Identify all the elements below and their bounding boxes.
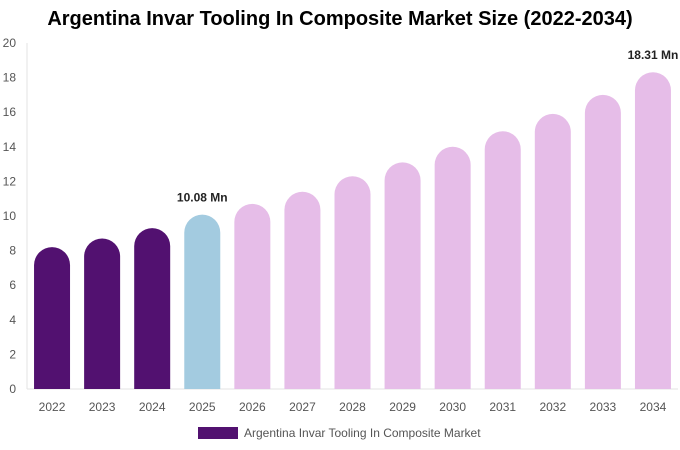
- x-tick-label: 2029: [389, 400, 416, 414]
- y-tick-label: 20: [3, 36, 17, 50]
- bar-2031: [484, 131, 521, 390]
- bar-2024: [134, 228, 171, 389]
- bar-2023: [84, 238, 121, 389]
- x-tick-label: 2022: [39, 400, 66, 414]
- y-tick-label: 12: [3, 174, 17, 188]
- x-tick-label: 2030: [439, 400, 466, 414]
- y-tick-label: 16: [3, 105, 17, 119]
- bar-2033: [584, 94, 621, 389]
- data-label-2025: 10.08 Mn: [177, 191, 228, 205]
- x-tick-label: 2023: [89, 400, 116, 414]
- chart-title: Argentina Invar Tooling In Composite Mar…: [47, 8, 633, 30]
- bar-2028: [334, 176, 371, 389]
- x-tick-label: 2025: [189, 400, 216, 414]
- y-tick-label: 6: [9, 278, 16, 292]
- bar-2032: [534, 113, 571, 389]
- x-tick-label: 2034: [640, 400, 667, 414]
- y-tick-label: 10: [3, 209, 17, 223]
- bar-2030: [434, 146, 471, 389]
- bar-2026: [234, 203, 271, 389]
- data-label-2034: 18.31 Mn: [628, 48, 679, 62]
- y-tick-label: 8: [9, 244, 16, 258]
- x-tick-label: 2024: [139, 400, 166, 414]
- legend-swatch: [198, 427, 238, 439]
- x-tick-label: 2026: [239, 400, 266, 414]
- y-tick-label: 14: [3, 140, 17, 154]
- y-tick-label: 4: [9, 313, 16, 327]
- bar-2027: [284, 191, 321, 389]
- legend[interactable]: Argentina Invar Tooling In Composite Mar…: [198, 425, 481, 441]
- y-tick-label: 2: [9, 347, 16, 361]
- bar-2022: [34, 247, 71, 389]
- x-tick-label: 2033: [590, 400, 617, 414]
- x-tick-label: 2031: [489, 400, 516, 414]
- x-tick-label: 2027: [289, 400, 316, 414]
- x-tick-label: 2032: [539, 400, 566, 414]
- y-tick-label: 18: [3, 71, 17, 85]
- y-tick-label: 0: [9, 382, 16, 396]
- bar-2029: [384, 162, 421, 389]
- bar-2025: [184, 214, 221, 389]
- legend-label: Argentina Invar Tooling In Composite Mar…: [244, 426, 481, 440]
- x-tick-label: 2028: [339, 400, 366, 414]
- bar-2034: [634, 72, 671, 390]
